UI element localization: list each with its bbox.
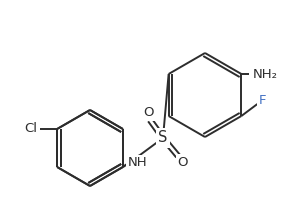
Text: O: O <box>178 155 188 168</box>
Text: S: S <box>158 131 168 145</box>
Text: NH: NH <box>128 157 148 170</box>
Text: Cl: Cl <box>25 122 38 136</box>
Text: NH₂: NH₂ <box>253 67 278 81</box>
Text: F: F <box>259 95 266 108</box>
Text: O: O <box>143 106 153 120</box>
